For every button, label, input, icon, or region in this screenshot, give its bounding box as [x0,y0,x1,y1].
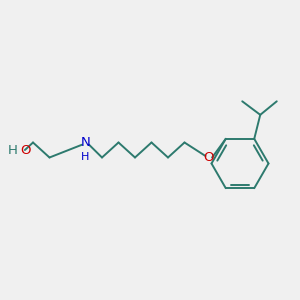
Text: O: O [203,151,214,164]
Text: O: O [20,143,31,157]
Text: N: N [81,136,90,149]
Text: H: H [8,143,18,157]
Text: H: H [81,152,90,162]
